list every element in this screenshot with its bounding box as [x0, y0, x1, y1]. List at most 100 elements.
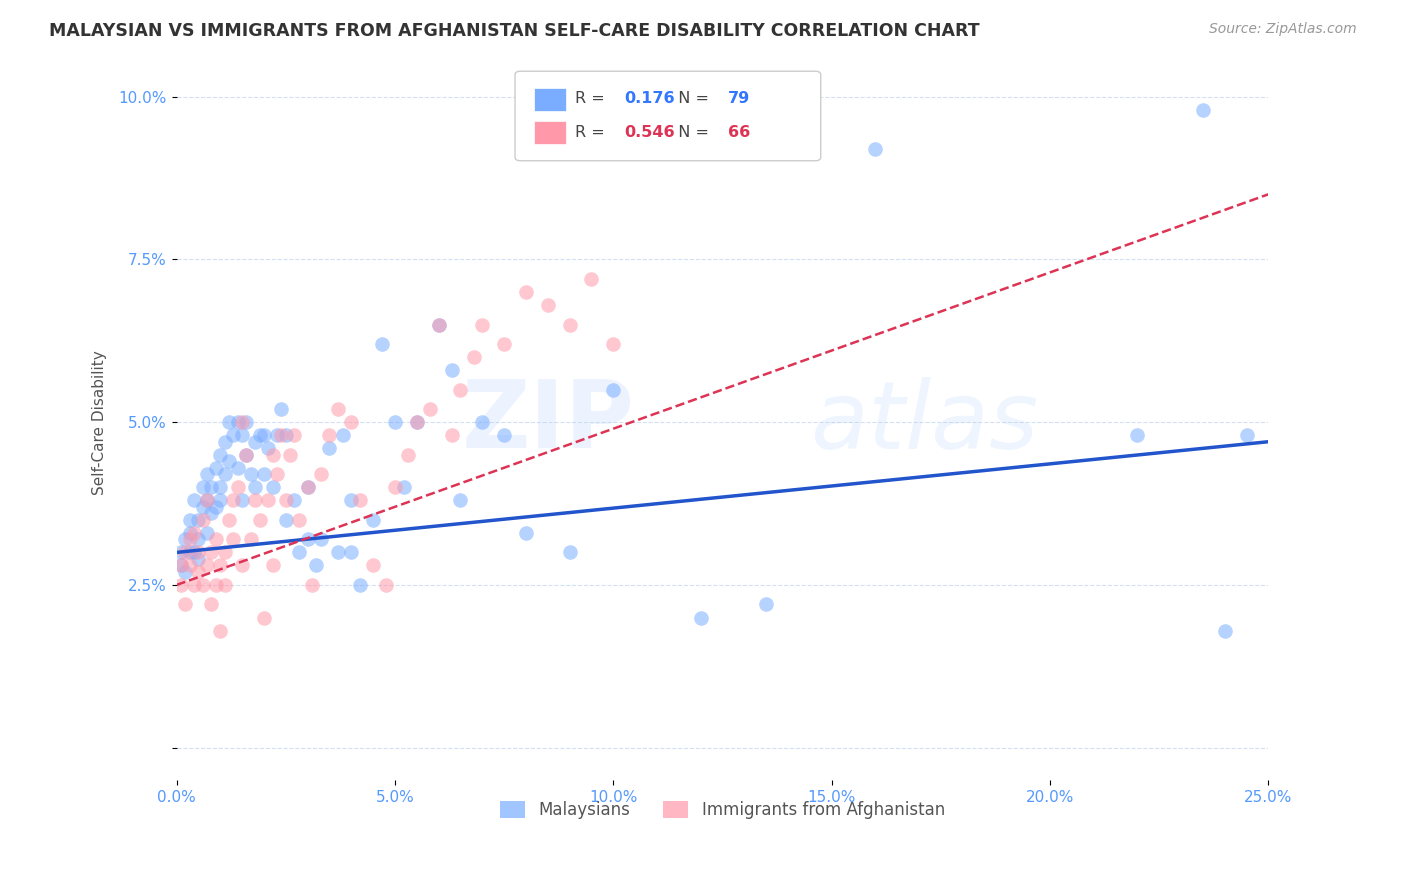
Point: [174, 565, 197, 579]
Point: [558, 545, 581, 559]
Point: [689, 610, 711, 624]
Point: [226, 460, 249, 475]
Point: [253, 428, 276, 442]
Point: [195, 525, 218, 540]
Point: [222, 428, 245, 442]
Point: [183, 578, 205, 592]
Point: [309, 467, 332, 482]
Point: [200, 545, 222, 559]
Point: [318, 441, 340, 455]
Point: [1213, 624, 1236, 638]
Point: [183, 545, 205, 559]
Point: [200, 480, 222, 494]
Point: [214, 545, 236, 559]
Point: [396, 448, 419, 462]
Point: [361, 513, 384, 527]
Text: ZIP: ZIP: [463, 376, 636, 468]
Point: [392, 480, 415, 494]
Text: 0.546: 0.546: [624, 125, 675, 140]
Point: [170, 545, 193, 559]
Point: [187, 565, 209, 579]
Point: [318, 428, 340, 442]
Point: [205, 500, 228, 514]
Point: [471, 415, 494, 429]
Point: [183, 525, 205, 540]
Point: [214, 578, 236, 592]
Point: [865, 142, 887, 156]
Point: [257, 493, 280, 508]
Point: [209, 480, 232, 494]
Point: [449, 493, 471, 508]
Point: [602, 383, 624, 397]
Point: [191, 513, 214, 527]
Bar: [533, 121, 567, 145]
Point: [326, 402, 349, 417]
Point: [179, 513, 201, 527]
Point: [170, 558, 193, 573]
Point: [179, 525, 201, 540]
Point: [249, 513, 271, 527]
Point: [419, 402, 441, 417]
Point: [326, 545, 349, 559]
Point: [187, 552, 209, 566]
Point: [266, 467, 288, 482]
Point: [297, 480, 319, 494]
Point: [249, 428, 271, 442]
Point: [384, 415, 406, 429]
Point: [209, 493, 232, 508]
Point: [239, 533, 262, 547]
Point: [170, 558, 193, 573]
Point: [262, 558, 284, 573]
Point: [270, 428, 292, 442]
Point: [191, 480, 214, 494]
Point: [274, 493, 297, 508]
Point: [274, 428, 297, 442]
Point: [515, 285, 537, 299]
Point: [440, 428, 463, 442]
Point: [288, 513, 311, 527]
Point: [174, 545, 197, 559]
Point: [305, 558, 328, 573]
Point: [191, 500, 214, 514]
Point: [361, 558, 384, 573]
Point: [209, 448, 232, 462]
Point: [463, 350, 485, 364]
Point: [262, 448, 284, 462]
Point: [537, 298, 560, 312]
Point: [231, 428, 253, 442]
Point: [243, 480, 266, 494]
Text: Source: ZipAtlas.com: Source: ZipAtlas.com: [1209, 22, 1357, 37]
Point: [581, 272, 603, 286]
Point: [1192, 103, 1215, 117]
Point: [427, 318, 450, 332]
Point: [405, 415, 427, 429]
Point: [214, 434, 236, 449]
Point: [253, 467, 276, 482]
Point: [195, 493, 218, 508]
Point: [243, 434, 266, 449]
Point: [253, 610, 276, 624]
Point: [349, 578, 371, 592]
Text: N =: N =: [668, 125, 714, 140]
Point: [278, 448, 301, 462]
Point: [274, 513, 297, 527]
Point: [200, 598, 222, 612]
Point: [179, 533, 201, 547]
Point: [257, 441, 280, 455]
Text: R =: R =: [575, 125, 610, 140]
Point: [558, 318, 581, 332]
Point: [1126, 428, 1149, 442]
Point: [405, 415, 427, 429]
Point: [187, 545, 209, 559]
Point: [195, 493, 218, 508]
Text: 0.176: 0.176: [624, 91, 675, 106]
Point: [440, 363, 463, 377]
Point: [195, 558, 218, 573]
Text: 66: 66: [728, 125, 751, 140]
Point: [222, 493, 245, 508]
Point: [231, 558, 253, 573]
Point: [187, 513, 209, 527]
Point: [179, 545, 201, 559]
Point: [239, 467, 262, 482]
Point: [349, 493, 371, 508]
